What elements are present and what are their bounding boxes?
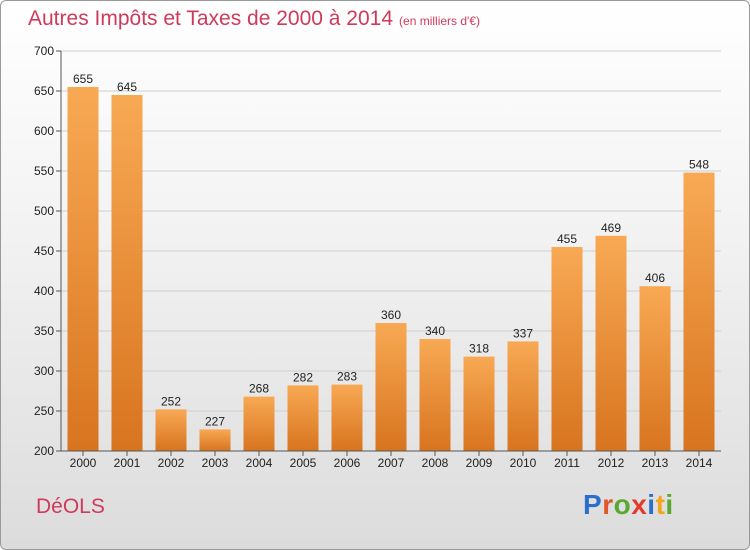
bar-2005 — [287, 385, 319, 451]
x-tick-label: 2002 — [158, 456, 185, 470]
bar-2001 — [111, 95, 143, 451]
bar-2013 — [639, 286, 671, 451]
value-label-2004: 268 — [249, 382, 269, 396]
chart-subtitle: (en milliers d'€) — [399, 14, 481, 28]
y-tick-label: 550 — [34, 164, 54, 178]
bar-2008 — [419, 339, 451, 451]
bar-2011 — [551, 247, 583, 451]
bar-2002 — [155, 409, 187, 451]
value-label-2010: 337 — [513, 326, 533, 340]
bar-2007 — [375, 323, 407, 451]
x-tick-label: 2012 — [598, 456, 625, 470]
x-tick-label: 2004 — [246, 456, 273, 470]
value-label-2013: 406 — [645, 271, 665, 285]
x-tick-label: 2001 — [114, 456, 141, 470]
brand-logo: Proxiti — [583, 489, 674, 521]
value-label-2014: 548 — [689, 158, 709, 172]
value-label-2006: 283 — [337, 370, 357, 384]
brand-letter: i — [647, 489, 656, 520]
value-label-2011: 455 — [557, 232, 577, 246]
value-label-2007: 360 — [381, 308, 401, 322]
y-tick-label: 300 — [34, 364, 54, 378]
brand-letter: x — [631, 489, 648, 520]
bar-2010 — [507, 341, 539, 451]
y-tick-label: 650 — [34, 84, 54, 98]
x-tick-label: 2013 — [642, 456, 669, 470]
value-label-2002: 252 — [161, 394, 181, 408]
y-tick-label: 700 — [34, 44, 54, 58]
x-tick-label: 2007 — [378, 456, 405, 470]
x-tick-label: 2014 — [686, 456, 713, 470]
value-label-2000: 655 — [73, 72, 93, 86]
y-tick-label: 600 — [34, 124, 54, 138]
y-tick-label: 450 — [34, 244, 54, 258]
x-tick-label: 2000 — [70, 456, 97, 470]
place-name: DéOLS — [36, 495, 105, 518]
bar-2000 — [67, 87, 99, 451]
x-tick-label: 2009 — [466, 456, 493, 470]
brand-letter: P — [583, 489, 603, 520]
value-label-2001: 645 — [117, 80, 137, 94]
y-tick-label: 500 — [34, 204, 54, 218]
value-label-2009: 318 — [469, 342, 489, 356]
brand-letter: r — [602, 489, 614, 520]
x-tick-label: 2008 — [422, 456, 449, 470]
brand-letter: i — [665, 489, 674, 520]
bar-2004 — [243, 396, 275, 451]
value-label-2012: 469 — [601, 221, 621, 235]
chart-title: Autres Impôts et Taxes de 2000 à 2014 (en… — [28, 7, 480, 31]
bar-2003 — [199, 429, 231, 451]
bars: 655 645 252 227 268 282 283 360 340 318 337 455 469 4… — [67, 72, 715, 451]
y-axis-ticks: 200 250 300 350 400 450 500 550 600 650 700 — [34, 44, 61, 458]
brand-letter: t — [655, 489, 666, 520]
chart-title-text: Autres Impôts et Taxes de 2000 à 2014 — [28, 7, 394, 30]
value-label-2005: 282 — [293, 370, 313, 384]
x-axis-ticks: 2000 2001 2002 2003 2004 2005 2006 2007 2008 2009… — [70, 451, 713, 470]
value-label-2008: 340 — [425, 324, 445, 338]
x-tick-label: 2011 — [554, 456, 580, 470]
value-label-2003: 227 — [205, 414, 225, 428]
x-tick-label: 2005 — [290, 456, 317, 470]
x-tick-label: 2006 — [334, 456, 361, 470]
y-tick-label: 350 — [34, 324, 54, 338]
y-tick-label: 200 — [34, 444, 54, 458]
brand-letter: o — [613, 489, 632, 520]
bar-2014 — [683, 172, 715, 451]
bar-2009 — [463, 356, 495, 451]
bar-2012 — [595, 235, 627, 451]
x-tick-label: 2003 — [202, 456, 229, 470]
x-tick-label: 2010 — [510, 456, 537, 470]
bar-2006 — [331, 384, 363, 451]
y-tick-label: 400 — [34, 284, 54, 298]
y-tick-label: 250 — [34, 404, 54, 418]
